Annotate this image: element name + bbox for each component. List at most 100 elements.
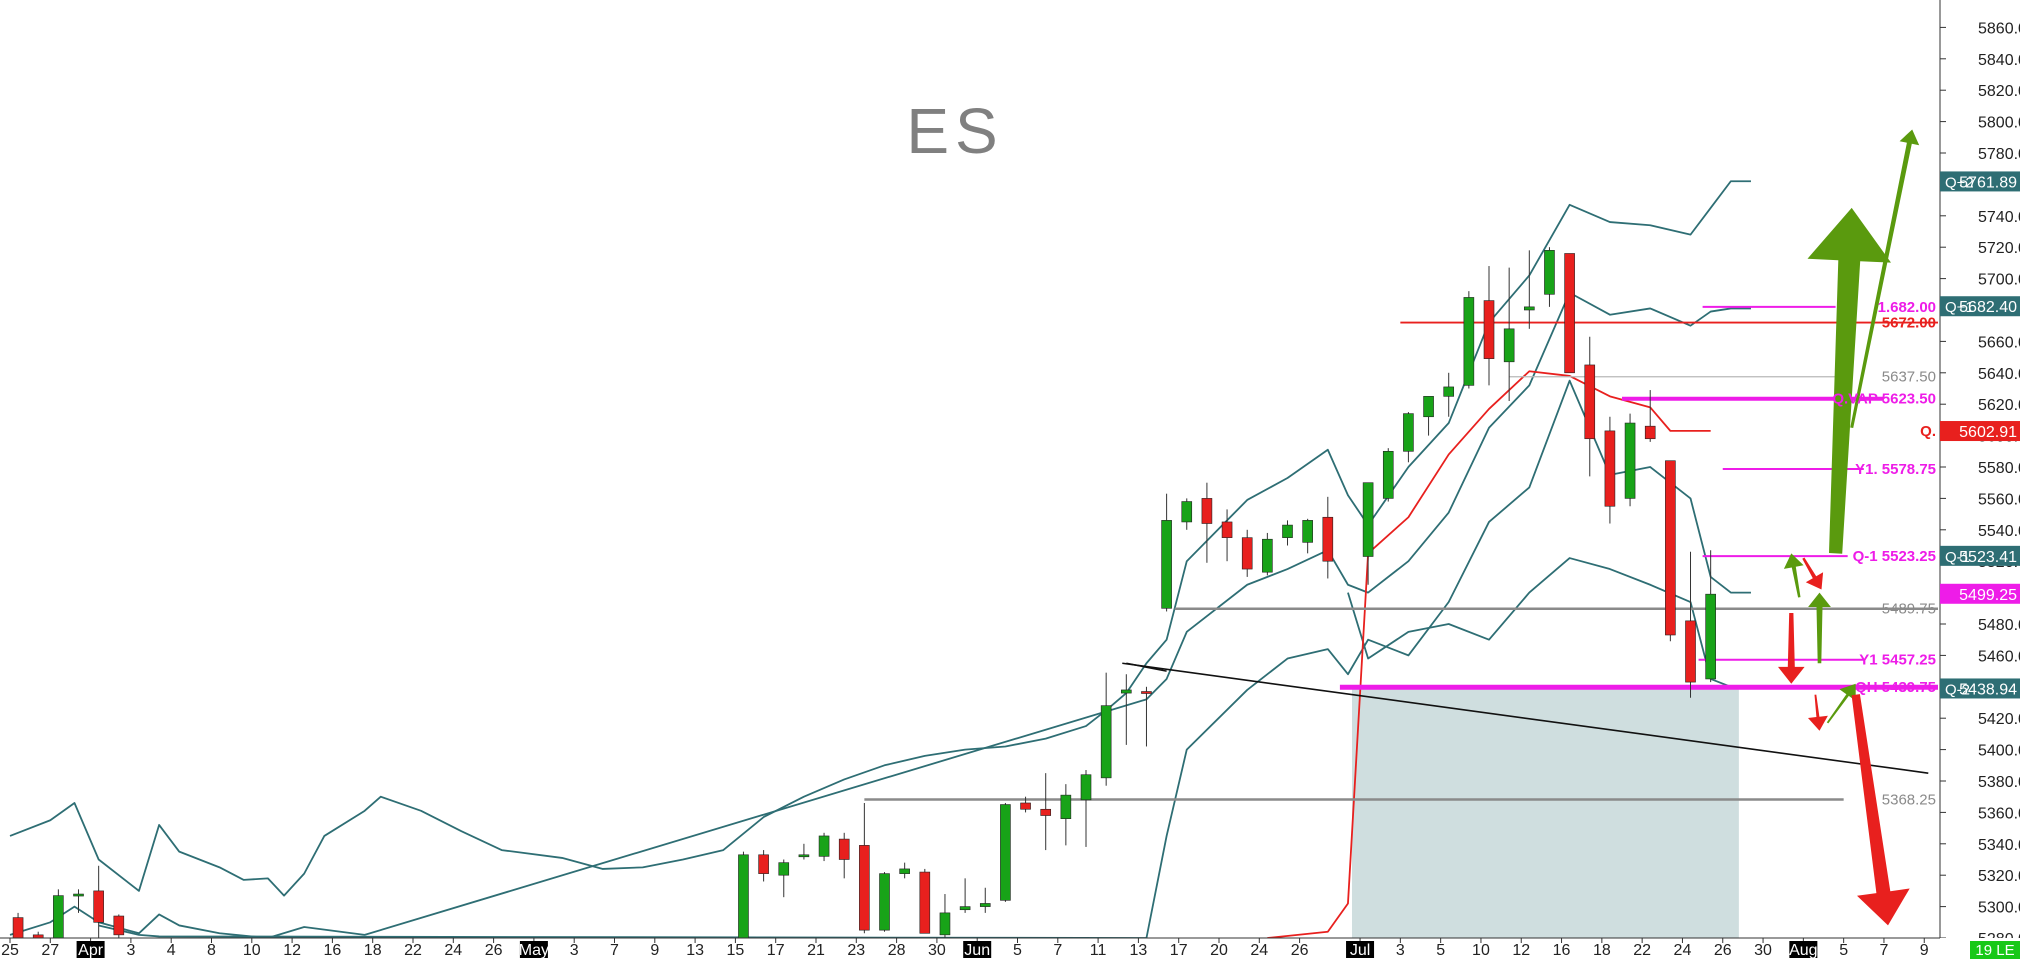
y-axis: 5280.005300.005320.005340.005360.005380.…	[1939, 0, 2020, 948]
candle-down	[838, 832, 850, 879]
level-label: QH 5439.75	[1855, 679, 1936, 696]
candle-down	[1201, 482, 1213, 563]
level-label: 5637.50	[1882, 369, 1936, 386]
price-tag-prefix: Q+1	[1945, 299, 1974, 316]
x-tick-label: 16	[1553, 942, 1571, 959]
candle-body	[879, 873, 890, 931]
candle-body	[1040, 808, 1052, 816]
price-tag-prefix: Q-2	[1945, 681, 1970, 698]
x-tick-label: 5	[1436, 942, 1445, 959]
x-tick-label: 26	[1291, 942, 1309, 959]
green-arrow	[1807, 207, 1891, 554]
candle-up	[1382, 448, 1394, 502]
candle-body	[818, 835, 830, 857]
candle-body	[1665, 460, 1676, 636]
candle-up	[778, 859, 790, 898]
candle-down	[1665, 460, 1676, 642]
y-tick-label: 5580.00	[1978, 460, 2020, 477]
x-tick-label: 9	[650, 942, 659, 959]
y-tick-label: 5560.00	[1978, 491, 2020, 508]
price-tag-background	[1940, 296, 2020, 317]
price-tag: 5499.25	[1940, 583, 2020, 604]
x-tick-label: 15	[727, 942, 745, 959]
candle-body	[1100, 705, 1112, 779]
candle-up	[1403, 412, 1414, 463]
x-month-marker	[519, 941, 548, 958]
x-tick-label: 18	[1593, 942, 1611, 959]
y-tick-label: 5340.00	[1978, 837, 2020, 854]
x-tick-label: 5	[1013, 942, 1022, 959]
price-tag-value: 5761.89	[1959, 174, 2017, 191]
candle-down	[1644, 390, 1656, 442]
candle-body	[798, 854, 810, 858]
candles-layer	[12, 247, 1716, 938]
x-tick-label: 25	[1, 942, 19, 959]
candle-down	[919, 868, 931, 934]
y-tick-label: 5400.00	[1978, 743, 2020, 760]
price-tag-value: 5523.41	[1959, 549, 2017, 566]
level-label: 1.682.00	[1878, 299, 1936, 316]
candle-up	[1100, 672, 1112, 786]
price-tag-background	[1940, 678, 2020, 699]
x-tick-label: 13	[1130, 942, 1148, 959]
candle-body	[1121, 689, 1132, 694]
candle-up	[818, 832, 830, 862]
x-tick-label: 7	[1053, 942, 1062, 959]
x-tick-label: May	[519, 942, 549, 959]
level-label: 5489.75	[1882, 601, 1936, 618]
y-tick-label: 5840.00	[1978, 52, 2020, 69]
candle-body	[1403, 413, 1414, 452]
candle-down	[1483, 266, 1495, 386]
candle-up	[979, 887, 991, 913]
red-arrow	[1778, 613, 1805, 684]
red-arrow	[1851, 694, 1910, 926]
y-tick-label: 5380.00	[1978, 774, 2020, 791]
y-tick-label: 5720.00	[1978, 240, 2020, 257]
candle-body	[1584, 364, 1596, 440]
x-tick-label: 17	[767, 942, 785, 959]
price-tag-value: 5438.94	[1959, 681, 2017, 698]
x-tick-label: 20	[1210, 942, 1228, 959]
candle-body	[1524, 306, 1535, 311]
chart-title: ES	[906, 95, 1003, 167]
candle-body	[1221, 521, 1233, 538]
candle-up	[899, 862, 910, 879]
candle-body	[53, 895, 64, 938]
candle-body	[1141, 691, 1152, 694]
price-tag-prefix: Q-1	[1945, 549, 1970, 566]
candle-up	[939, 894, 951, 938]
x-tick-label: 10	[243, 942, 261, 959]
candle-up	[959, 878, 971, 913]
shaded-region-layer	[1351, 686, 1739, 938]
x-tick-label: 18	[364, 942, 382, 959]
candle-body	[919, 871, 931, 934]
candle-up	[1181, 498, 1193, 530]
candle-up	[879, 872, 890, 932]
y-tick-label: 5360.00	[1978, 805, 2020, 822]
candle-body	[1302, 520, 1313, 543]
corner-tag: 19 LE	[1975, 942, 2014, 959]
candle-body	[1544, 250, 1555, 295]
candle-body	[1423, 396, 1434, 418]
level-lines-layer	[864, 305, 1938, 801]
candle-body	[1483, 300, 1495, 359]
level-label: 5672.00	[1882, 315, 1936, 332]
band-upper-line	[9, 180, 1751, 897]
candle-down	[1040, 773, 1052, 851]
x-month-marker	[1789, 941, 1818, 958]
candle-up	[1121, 674, 1132, 745]
candle-up	[1544, 247, 1555, 307]
y-tick-label: 5300.00	[1978, 900, 2020, 917]
y-tick-label: 5660.00	[1978, 334, 2020, 351]
y-tick-label: 5480.00	[1978, 617, 2020, 634]
candle-up	[1362, 482, 1374, 585]
candle-body	[1282, 524, 1293, 538]
candle-down	[1221, 509, 1233, 562]
candle-body	[12, 917, 24, 938]
x-tick-label: Jun	[964, 942, 990, 959]
x-tick-label: 24	[1250, 942, 1268, 959]
candle-up	[798, 843, 810, 860]
candle-body	[899, 868, 910, 874]
